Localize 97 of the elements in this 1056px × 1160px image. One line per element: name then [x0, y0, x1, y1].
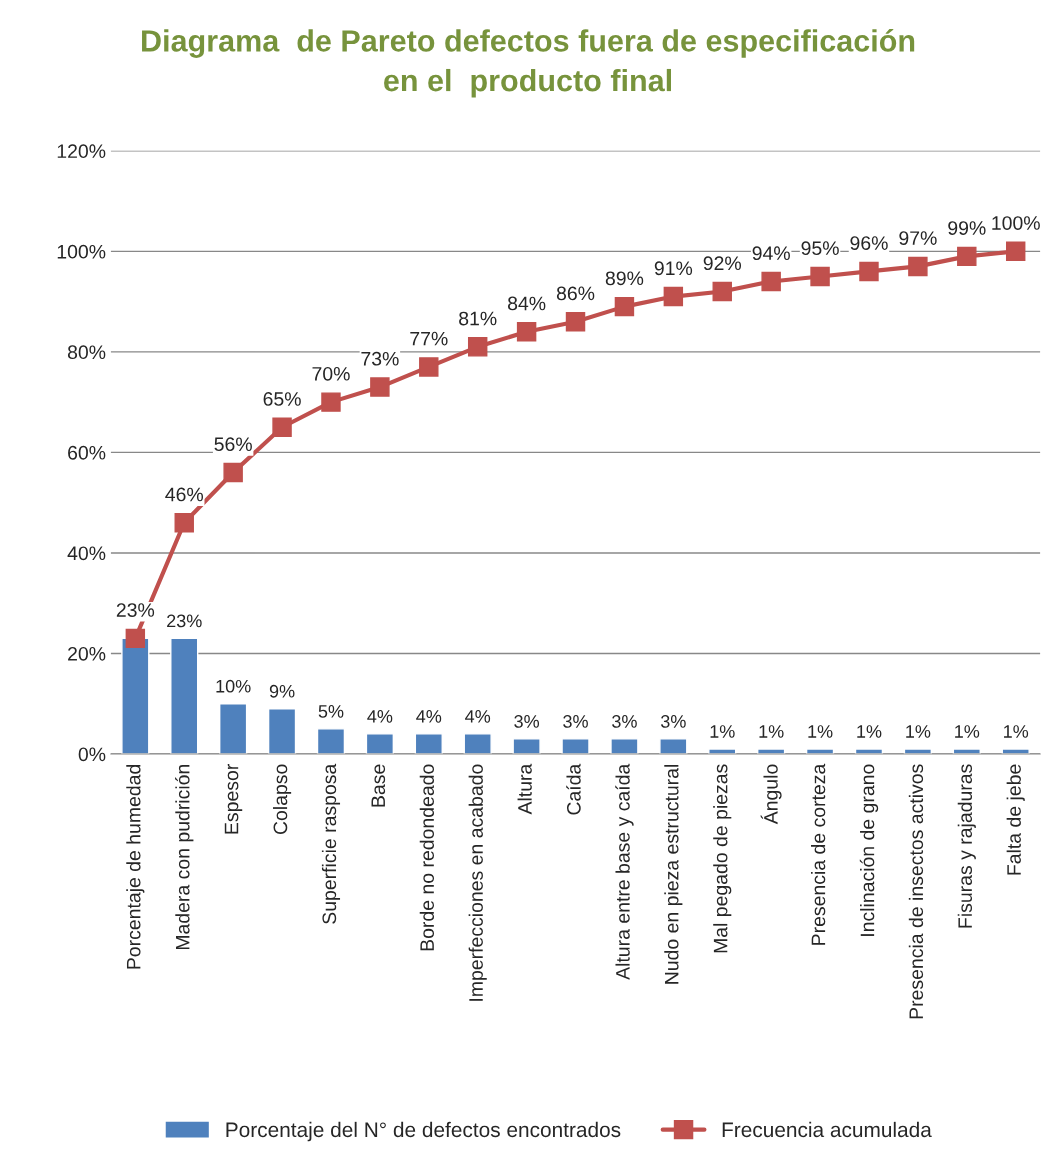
- point: [419, 357, 439, 377]
- data-label: 56%: [214, 437, 252, 452]
- data-label: 23%: [167, 614, 202, 628]
- data-label: 3%: [612, 715, 637, 728]
- x-tick-label: Superficie rasposa: [321, 763, 341, 924]
- data-label: 9%: [269, 684, 295, 698]
- x-tick-label: Presencia de corteza: [811, 763, 826, 945]
- data-label: 4%: [465, 710, 491, 723]
- data-label: 4%: [367, 710, 393, 723]
- bar: [170, 637, 199, 754]
- data-label: 65%: [263, 392, 301, 406]
- point: [761, 271, 781, 292]
- data-label: 100%: [992, 216, 1040, 230]
- data-label: 46%: [165, 487, 204, 502]
- data-label: 96%: [850, 236, 888, 250]
- bar: [561, 738, 590, 754]
- data-label: 1%: [906, 725, 931, 738]
- data-label: 95%: [801, 241, 839, 256]
- data-label: 4%: [416, 710, 442, 723]
- y-tick-label: 120%: [57, 144, 106, 159]
- point: [957, 246, 977, 267]
- data-label: 1%: [857, 725, 882, 738]
- data-label: 84%: [508, 296, 546, 311]
- bar: [121, 637, 150, 754]
- data-label: 1%: [955, 725, 980, 738]
- legend-label: Porcentaje del N° de defectos encontrados: [226, 1121, 621, 1142]
- point: [663, 286, 684, 307]
- data-label: 1%: [759, 725, 784, 738]
- x-tick-label: Imperfecciones en acabado: [468, 764, 487, 1001]
- data-label: 77%: [410, 331, 448, 346]
- data-label: 1%: [808, 725, 833, 738]
- data-label: 3%: [563, 715, 588, 728]
- y-tick-label: 100%: [57, 244, 106, 259]
- x-tick-label: Mal pegado de piezas: [713, 764, 732, 953]
- data-label: 3%: [514, 715, 540, 728]
- y-tick-label: 40%: [67, 546, 106, 561]
- point: [223, 462, 243, 483]
- data-label: 3%: [660, 715, 686, 728]
- x-tick-label: Falta de jebe: [1006, 764, 1025, 875]
- data-label: 99%: [948, 221, 986, 235]
- point: [859, 261, 879, 282]
- x-tick-label: Base: [371, 764, 386, 807]
- data-label: 81%: [459, 311, 497, 326]
- data-label: 1%: [710, 725, 735, 738]
- point: [1005, 241, 1026, 262]
- point: [370, 377, 390, 397]
- x-tick-label: Altura entre base y caída: [615, 763, 634, 980]
- x-tick-label: Fisuras y rajaduras: [957, 764, 976, 928]
- point: [272, 417, 292, 437]
- point: [467, 337, 488, 357]
- point: [810, 266, 830, 287]
- x-tick-label: Porcentaje de humedad: [126, 764, 145, 969]
- bar: [659, 738, 688, 754]
- y-tick-label: 60%: [68, 445, 106, 460]
- legend-label: Frecuencia acumulada: [722, 1121, 932, 1138]
- y-tick-label: 20%: [68, 646, 106, 661]
- x-tick-label: Madera con pudrición: [175, 764, 194, 950]
- point: [516, 322, 537, 342]
- x-tick-label: Caída: [566, 763, 581, 815]
- y-tick-label: 0%: [78, 747, 106, 762]
- bar: [365, 733, 395, 754]
- x-tick-label: Altura: [517, 763, 532, 815]
- data-label: 94%: [752, 246, 790, 261]
- bar: [610, 738, 639, 754]
- y-tick-label: 80%: [67, 345, 106, 360]
- bar: [463, 733, 492, 754]
- data-label: 86%: [556, 286, 595, 301]
- data-label: 97%: [899, 231, 937, 245]
- bar: [267, 708, 297, 754]
- bar: [316, 728, 346, 754]
- data-label: 92%: [703, 256, 742, 271]
- bar: [219, 703, 248, 754]
- point: [125, 628, 146, 649]
- bar: [512, 738, 541, 754]
- data-label: 91%: [654, 261, 693, 276]
- x-tick-label: Ángulo: [760, 764, 782, 825]
- point: [908, 256, 928, 277]
- data-label: 10%: [216, 679, 251, 693]
- point: [712, 281, 732, 302]
- x-tick-label: Colapso: [273, 764, 292, 835]
- point: [565, 311, 586, 332]
- point: [614, 296, 635, 317]
- data-label: 70%: [312, 366, 350, 381]
- x-tick-label: Presencia de insectos activos: [908, 764, 924, 1019]
- data-label: 73%: [361, 351, 399, 366]
- x-tick-label: Borde no redondeado: [419, 764, 435, 951]
- chart-title: Diagrama de Pareto defectos fuera de especificación en el producto final: [142, 29, 915, 98]
- bar: [414, 733, 443, 754]
- data-label: 1%: [1004, 725, 1029, 738]
- data-label: 5%: [318, 705, 344, 718]
- x-tick-label: Inclinación de grano: [859, 764, 879, 936]
- data-label: 23%: [116, 603, 155, 617]
- x-tick-label: Nudo en pieza estructural: [664, 765, 683, 984]
- x-tick-label: Espesor: [224, 764, 243, 834]
- point: [174, 513, 194, 533]
- data-label: 89%: [605, 271, 644, 286]
- point: [321, 392, 341, 412]
